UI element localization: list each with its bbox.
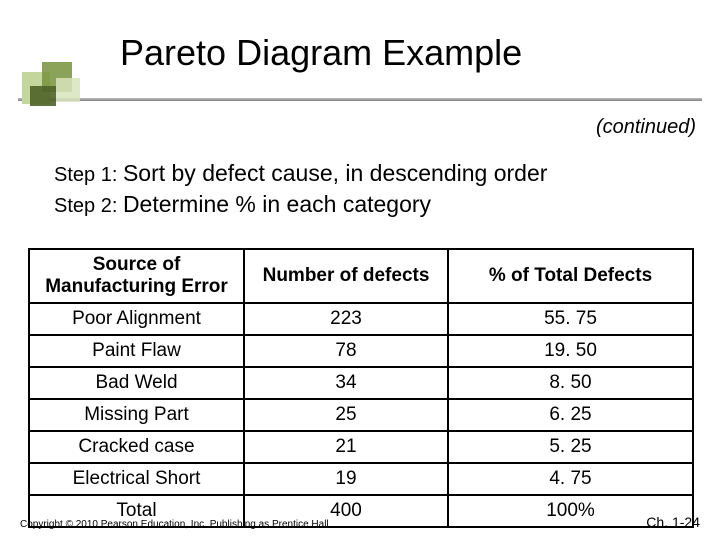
- cell-number: 19: [244, 463, 448, 495]
- step-1-label: Step 1:: [54, 164, 123, 186]
- table-header-row: Source of Manufacturing Error Number of …: [29, 249, 693, 303]
- title-decoration-icon: [22, 58, 102, 108]
- table-row: Bad Weld 34 8. 50: [29, 367, 693, 399]
- step-2-label: Step 2:: [54, 195, 123, 217]
- copyright-text: Copyright © 2010 Pearson Education, Inc.…: [20, 519, 329, 530]
- step-2-text: Determine % in each category: [123, 191, 431, 217]
- defects-table-wrap: Source of Manufacturing Error Number of …: [28, 248, 692, 528]
- cell-percent: 19. 50: [448, 335, 693, 367]
- table-row: Electrical Short 19 4. 75: [29, 463, 693, 495]
- cell-source: Electrical Short: [29, 463, 244, 495]
- cell-source: Cracked case: [29, 431, 244, 463]
- cell-source: Missing Part: [29, 399, 244, 431]
- title-underline: [18, 98, 702, 101]
- page-reference: Ch. 1-24: [646, 514, 700, 530]
- cell-percent: 8. 50: [448, 367, 693, 399]
- cell-source: Bad Weld: [29, 367, 244, 399]
- step-1: Step 1: Sort by defect cause, in descend…: [54, 158, 547, 189]
- col-header-number: Number of defects: [244, 249, 448, 303]
- cell-percent: 55. 75: [448, 303, 693, 335]
- slide-title: Pareto Diagram Example: [120, 32, 522, 74]
- cell-percent: 6. 25: [448, 399, 693, 431]
- table-row: Poor Alignment 223 55. 75: [29, 303, 693, 335]
- cell-percent: 5. 25: [448, 431, 693, 463]
- title-area: Pareto Diagram Example: [0, 0, 720, 108]
- col-header-source: Source of Manufacturing Error: [29, 249, 244, 303]
- table-row: Paint Flaw 78 19. 50: [29, 335, 693, 367]
- steps-block: Step 1: Sort by defect cause, in descend…: [54, 158, 547, 220]
- cell-number: 34: [244, 367, 448, 399]
- table-row: Missing Part 25 6. 25: [29, 399, 693, 431]
- cell-number: 223: [244, 303, 448, 335]
- continued-label: (continued): [596, 116, 696, 139]
- defects-table: Source of Manufacturing Error Number of …: [28, 248, 694, 528]
- cell-number: 25: [244, 399, 448, 431]
- cell-source: Poor Alignment: [29, 303, 244, 335]
- table-row: Cracked case 21 5. 25: [29, 431, 693, 463]
- cell-percent: 4. 75: [448, 463, 693, 495]
- cell-number: 21: [244, 431, 448, 463]
- step-2: Step 2: Determine % in each category: [54, 189, 547, 220]
- cell-source: Paint Flaw: [29, 335, 244, 367]
- col-header-percent: % of Total Defects: [448, 249, 693, 303]
- cell-number: 78: [244, 335, 448, 367]
- step-1-text: Sort by defect cause, in descending orde…: [123, 160, 547, 186]
